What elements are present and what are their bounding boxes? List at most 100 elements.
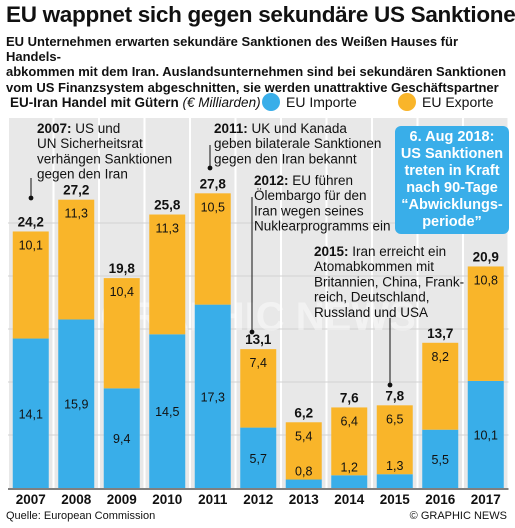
callout-line: US Sanktionen <box>400 146 504 162</box>
annotation-line: Ölembargo für den <box>254 188 367 203</box>
tick-label: 2009 <box>107 492 137 507</box>
annotation-line: verhängen Sanktionen <box>37 151 172 166</box>
annotation-line: Atomabkommen mit <box>314 259 434 274</box>
data-label-imports: 17,3 <box>201 390 225 404</box>
data-label-exports: 10,5 <box>201 200 225 214</box>
annotation-line: gegen den Iran <box>37 167 128 182</box>
data-label-total: 20,9 <box>473 249 499 264</box>
bar-exports <box>12 231 49 339</box>
annotation-line: 2012: EU führen <box>254 173 353 188</box>
tick-label: 2008 <box>61 492 92 507</box>
bar-exports <box>58 199 95 320</box>
tick-label: 2014 <box>334 492 365 507</box>
data-label-imports: 5,7 <box>250 452 267 466</box>
data-label-imports: 1,2 <box>341 460 358 474</box>
annotation-line: 2015: Iran erreicht ein <box>314 244 446 259</box>
annotation-text: Iran erreicht ein <box>349 244 447 259</box>
bar-imports <box>103 388 140 488</box>
source-note: Quelle: European Commission <box>6 510 156 522</box>
bar-imports <box>285 479 322 488</box>
annotation-line: 2007: US und <box>37 121 120 136</box>
annotation-line: gegen den Iran bekannt <box>214 151 357 166</box>
legend-label-exports: EU Exporte <box>422 94 494 110</box>
legend-unit: (€ Milliarden) <box>182 95 261 110</box>
bar-imports <box>58 319 95 488</box>
data-label-imports: 14,5 <box>155 405 179 419</box>
data-label-total: 24,2 <box>18 214 44 229</box>
data-label-total: 13,7 <box>427 326 453 341</box>
data-label-exports: 7,4 <box>250 356 267 370</box>
annotation-line: 2011: UK und Kanada <box>214 121 347 136</box>
data-label-total: 27,2 <box>63 183 89 198</box>
bar-imports <box>331 475 368 488</box>
annotation-line: Russland und USA <box>314 305 428 320</box>
bar-exports <box>376 405 413 475</box>
data-label-total: 6,2 <box>294 405 313 420</box>
annotation-dot <box>387 382 393 388</box>
legend-item-imports: EU Importe <box>262 92 357 112</box>
annotation-line: UN Sicherheitsrat <box>37 136 143 151</box>
data-label-imports: 10,1 <box>474 428 498 442</box>
legend-label-imports: EU Importe <box>286 94 357 110</box>
annotation-year: 2011: <box>214 121 248 136</box>
bar-exports <box>194 193 231 305</box>
tick-label: 2007 <box>16 492 46 507</box>
subtitle-line: vom US Finanzsystem abgeschnitten, sie w… <box>6 79 499 95</box>
annotation-line: geben bilaterale Sanktionen <box>214 136 381 151</box>
annotation-line: Nuklearprogramms ein <box>254 219 391 234</box>
tick-label: 2010 <box>152 492 182 507</box>
legend-title-text: EU-Iran Handel mit Gütern <box>10 95 179 110</box>
annotation-dot <box>28 195 34 201</box>
bar-imports <box>422 429 459 488</box>
annotation-text: EU führen <box>289 173 354 188</box>
data-label-imports: 9,4 <box>113 432 130 446</box>
tick-label: 2016 <box>425 492 456 507</box>
tick-label: 2013 <box>289 492 320 507</box>
legend-swatch-imports <box>262 93 280 111</box>
bar-imports <box>376 474 413 488</box>
data-label-exports: 8,2 <box>432 350 449 364</box>
data-label-imports: 5,5 <box>432 453 449 467</box>
bar-exports <box>149 214 186 335</box>
annotation-line: reich, Deutschland, <box>314 290 430 305</box>
page-title: EU wappnet sich gegen sekundäre US Sankt… <box>6 2 515 27</box>
subtitle: EU Unternehmen erwarten sekundäre Sankti… <box>6 34 511 95</box>
data-label-imports: 1,3 <box>386 459 403 473</box>
callout-line: “Abwicklungs- <box>401 197 503 213</box>
data-label-exports: 10,1 <box>19 238 43 252</box>
credit-note: © GRAPHIC NEWS <box>409 510 507 522</box>
bar-exports <box>103 278 140 389</box>
legend-title: EU-Iran Handel mit Gütern (€ Milliarden) <box>10 95 261 110</box>
data-label-total: 25,8 <box>154 198 181 213</box>
data-label-exports: 10,8 <box>474 273 498 287</box>
sanctions-callout: 6. Aug 2018: US Sanktionen treten in Kra… <box>395 126 509 234</box>
annotation-line: Britannien, China, Frank- <box>314 274 464 289</box>
bar-exports <box>331 407 368 476</box>
annotation-text: US und <box>72 121 121 136</box>
tick-label: 2017 <box>471 492 501 507</box>
data-label-exports: 6,5 <box>386 412 403 426</box>
data-label-total: 19,8 <box>109 261 136 276</box>
data-label-imports: 0,8 <box>295 465 312 479</box>
data-label-exports: 6,4 <box>341 414 358 428</box>
bar-exports <box>467 266 504 381</box>
bar-imports <box>240 427 277 488</box>
bar-imports <box>194 304 231 488</box>
annotation-year: 2015: <box>314 244 349 259</box>
annotation-line: Iran wegen seines <box>254 203 364 218</box>
annotation-year: 2007: <box>37 121 72 136</box>
tick-label: 2015 <box>380 492 411 507</box>
tick-label: 2011 <box>198 492 228 507</box>
data-label-imports: 15,9 <box>64 398 88 412</box>
data-label-exports: 11,3 <box>156 222 179 236</box>
callout-line: treten in Kraft <box>404 163 500 179</box>
data-label-imports: 14,1 <box>19 407 43 421</box>
bar-imports <box>12 338 49 488</box>
data-label-total: 27,8 <box>200 176 227 191</box>
data-label-total: 7,8 <box>385 388 404 403</box>
data-label-exports: 10,4 <box>110 285 134 299</box>
data-label-total: 7,6 <box>340 390 359 405</box>
annotation-dot <box>249 329 255 335</box>
